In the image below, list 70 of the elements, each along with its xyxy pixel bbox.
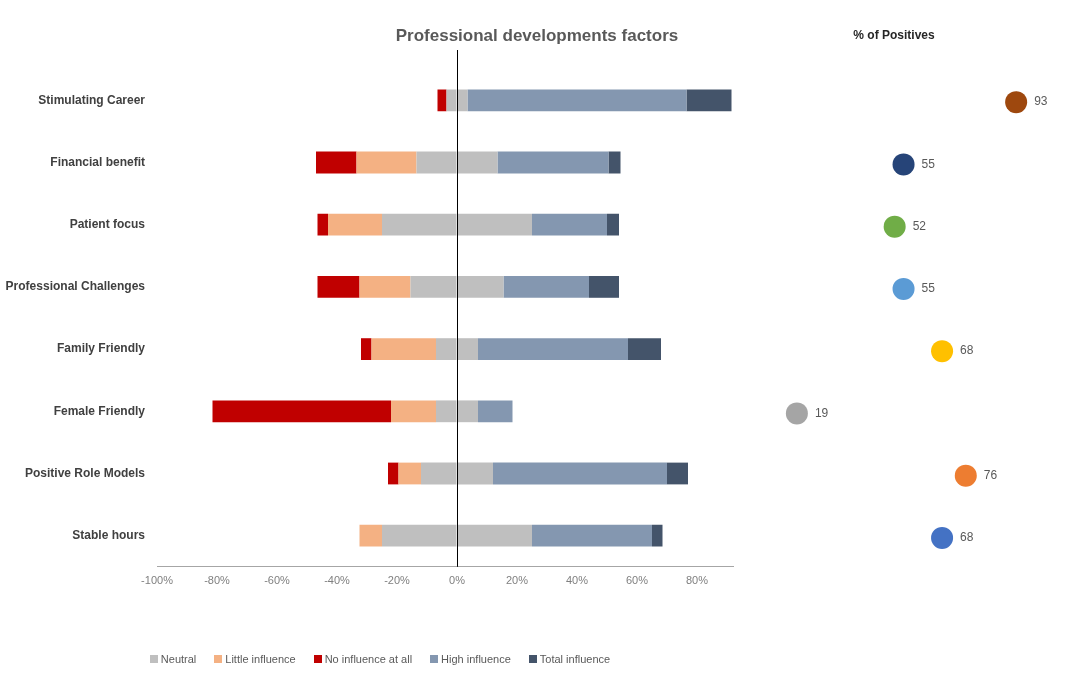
- bar: [359, 276, 411, 298]
- bar: [532, 213, 607, 236]
- data-label: 76: [983, 467, 998, 482]
- point: [954, 464, 977, 487]
- data-label: 93: [1034, 94, 1048, 109]
- bar: [607, 213, 619, 236]
- x-tick-label: 0%: [449, 574, 466, 587]
- point: [892, 277, 915, 300]
- y-tick-label: Positive Role Models: [24, 465, 146, 480]
- data-label: 52: [912, 218, 927, 233]
- bar: [391, 400, 436, 423]
- y-tick-label: Patient focus: [69, 217, 146, 232]
- chart-title: % of Positives: [853, 28, 935, 42]
- y-tick-label: Stable hours: [72, 528, 146, 543]
- legend-label: Little influence: [224, 653, 296, 665]
- bar: [356, 151, 417, 174]
- x-tick-label: -20%: [384, 574, 411, 587]
- y-tick-label: Female Friendly: [53, 403, 146, 418]
- bar: [686, 89, 732, 112]
- bar: [628, 338, 661, 360]
- data-label: 19: [814, 405, 829, 420]
- bar: [316, 151, 357, 174]
- data-label: 55: [921, 281, 936, 296]
- y-tick-label: Financial benefit: [50, 154, 145, 169]
- bar: [371, 338, 436, 360]
- point: [892, 153, 915, 176]
- point: [883, 215, 906, 238]
- x-tick-label: -100%: [141, 574, 174, 587]
- legend-label: Neutral: [159, 653, 197, 665]
- data-label: 68: [960, 530, 974, 545]
- x-tick-label: -60%: [264, 574, 291, 587]
- bar: [317, 213, 328, 236]
- bar: [667, 462, 688, 485]
- bar: [398, 462, 421, 485]
- point: [931, 340, 954, 363]
- point: [1005, 91, 1028, 114]
- data-label: 68: [960, 343, 974, 358]
- legend-label: No influence at all: [323, 653, 413, 665]
- legend-label: High influence: [440, 653, 511, 665]
- bar: [467, 89, 687, 112]
- bar: [497, 151, 609, 174]
- bar: [589, 276, 619, 298]
- data-label: 55: [921, 156, 936, 171]
- x-tick-label: 80%: [685, 574, 709, 587]
- point: [785, 402, 808, 425]
- y-tick-label: Stimulating Career: [38, 92, 146, 107]
- bar: [493, 462, 667, 485]
- bar: [478, 338, 628, 360]
- bar: [328, 213, 382, 236]
- bar: [361, 338, 372, 360]
- bar: [317, 276, 360, 298]
- y-tick-label: Family Friendly: [56, 341, 146, 356]
- y-tick-label: Professional Challenges: [5, 279, 146, 294]
- x-tick-label: 20%: [505, 574, 529, 587]
- bar: [437, 89, 447, 112]
- bar: [212, 400, 391, 423]
- bar: [532, 524, 652, 547]
- bar: [608, 151, 621, 174]
- bar: [652, 524, 663, 547]
- x-tick-label: 60%: [625, 574, 649, 587]
- point: [931, 526, 954, 549]
- bar: [478, 400, 513, 423]
- x-tick-label: -80%: [204, 574, 231, 587]
- bar: [388, 462, 399, 485]
- x-tick-label: -40%: [324, 574, 351, 587]
- bar: [503, 276, 589, 298]
- x-tick-label: 40%: [565, 574, 589, 587]
- legend-label: Total influence: [538, 653, 611, 665]
- chart-title: Professional developments factors: [395, 26, 679, 46]
- bar: [359, 524, 382, 547]
